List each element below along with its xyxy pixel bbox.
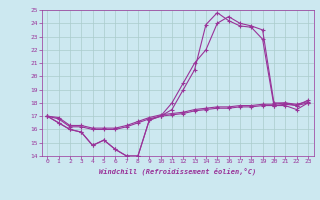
X-axis label: Windchill (Refroidissement éolien,°C): Windchill (Refroidissement éolien,°C) bbox=[99, 167, 256, 175]
